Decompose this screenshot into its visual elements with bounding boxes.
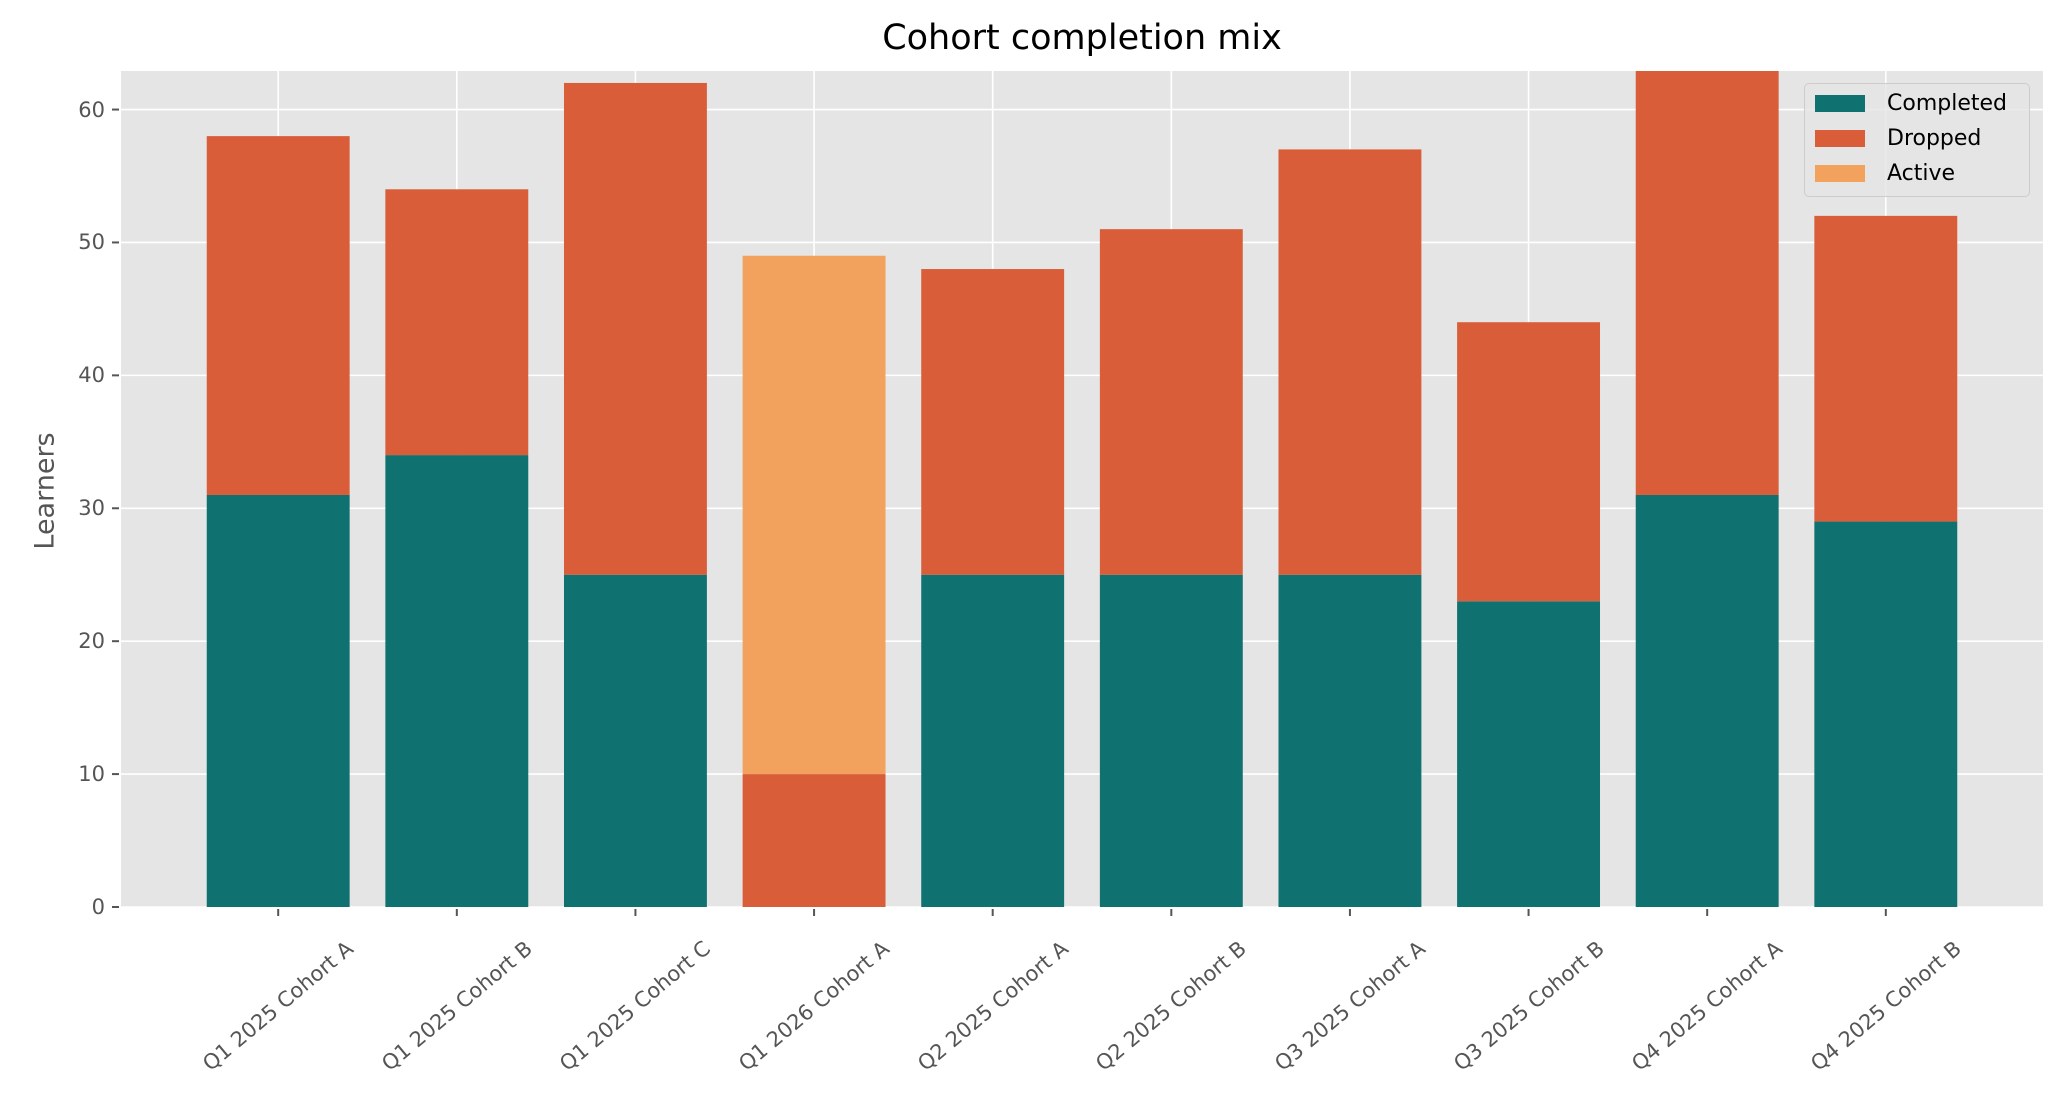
legend-label: Dropped bbox=[1887, 125, 1982, 151]
legend-label: Completed bbox=[1887, 90, 2007, 116]
legend-swatch-completed bbox=[1815, 94, 1865, 112]
bar-segment-dropped bbox=[742, 774, 886, 907]
bar-segment-completed bbox=[1099, 574, 1243, 907]
bar-segment-dropped bbox=[1457, 322, 1601, 602]
bar-segment-dropped bbox=[206, 136, 350, 495]
legend-swatch-dropped bbox=[1815, 129, 1865, 147]
legend-label: Active bbox=[1887, 160, 1956, 186]
y-tick-label: 0 bbox=[91, 895, 105, 919]
bar-segment-completed bbox=[206, 494, 350, 907]
y-tick-label: 40 bbox=[78, 363, 105, 388]
bar-segment-dropped bbox=[921, 269, 1065, 575]
y-tick-label: 10 bbox=[78, 762, 105, 787]
bar-segment-dropped bbox=[1099, 229, 1243, 575]
y-tick-label: 50 bbox=[78, 230, 105, 255]
y-tick-label: 30 bbox=[78, 496, 105, 521]
legend: Completed Dropped Active bbox=[1804, 83, 2030, 197]
legend-item-dropped: Dropped bbox=[1815, 121, 1981, 155]
y-axis-label: Learners bbox=[29, 432, 61, 550]
axis-ticks bbox=[112, 108, 1887, 916]
bar-segment-active bbox=[742, 255, 886, 775]
y-tick-label: 60 bbox=[78, 97, 105, 122]
bar-segment-completed bbox=[921, 574, 1065, 907]
chart-title: Cohort completion mix bbox=[882, 18, 1282, 58]
bar-segment-dropped bbox=[1278, 149, 1422, 575]
bar-segment-completed bbox=[1814, 521, 1958, 907]
bar-segment-dropped bbox=[1635, 71, 1779, 495]
bar-segment-completed bbox=[563, 574, 707, 907]
bar-segment-dropped bbox=[1814, 215, 1958, 522]
bar-series bbox=[206, 71, 1958, 907]
bar-segment-completed bbox=[1457, 601, 1601, 907]
bar-segment-completed bbox=[1635, 494, 1779, 907]
bar-segment-completed bbox=[385, 455, 529, 907]
bar-segment-dropped bbox=[385, 189, 529, 456]
legend-swatch-active bbox=[1815, 164, 1865, 182]
legend-item-active: Active bbox=[1815, 156, 1955, 190]
bar-segment-completed bbox=[1278, 574, 1422, 907]
legend-item-completed: Completed bbox=[1815, 86, 2007, 120]
bar-segment-dropped bbox=[563, 82, 707, 575]
y-tick-label: 20 bbox=[78, 629, 105, 654]
